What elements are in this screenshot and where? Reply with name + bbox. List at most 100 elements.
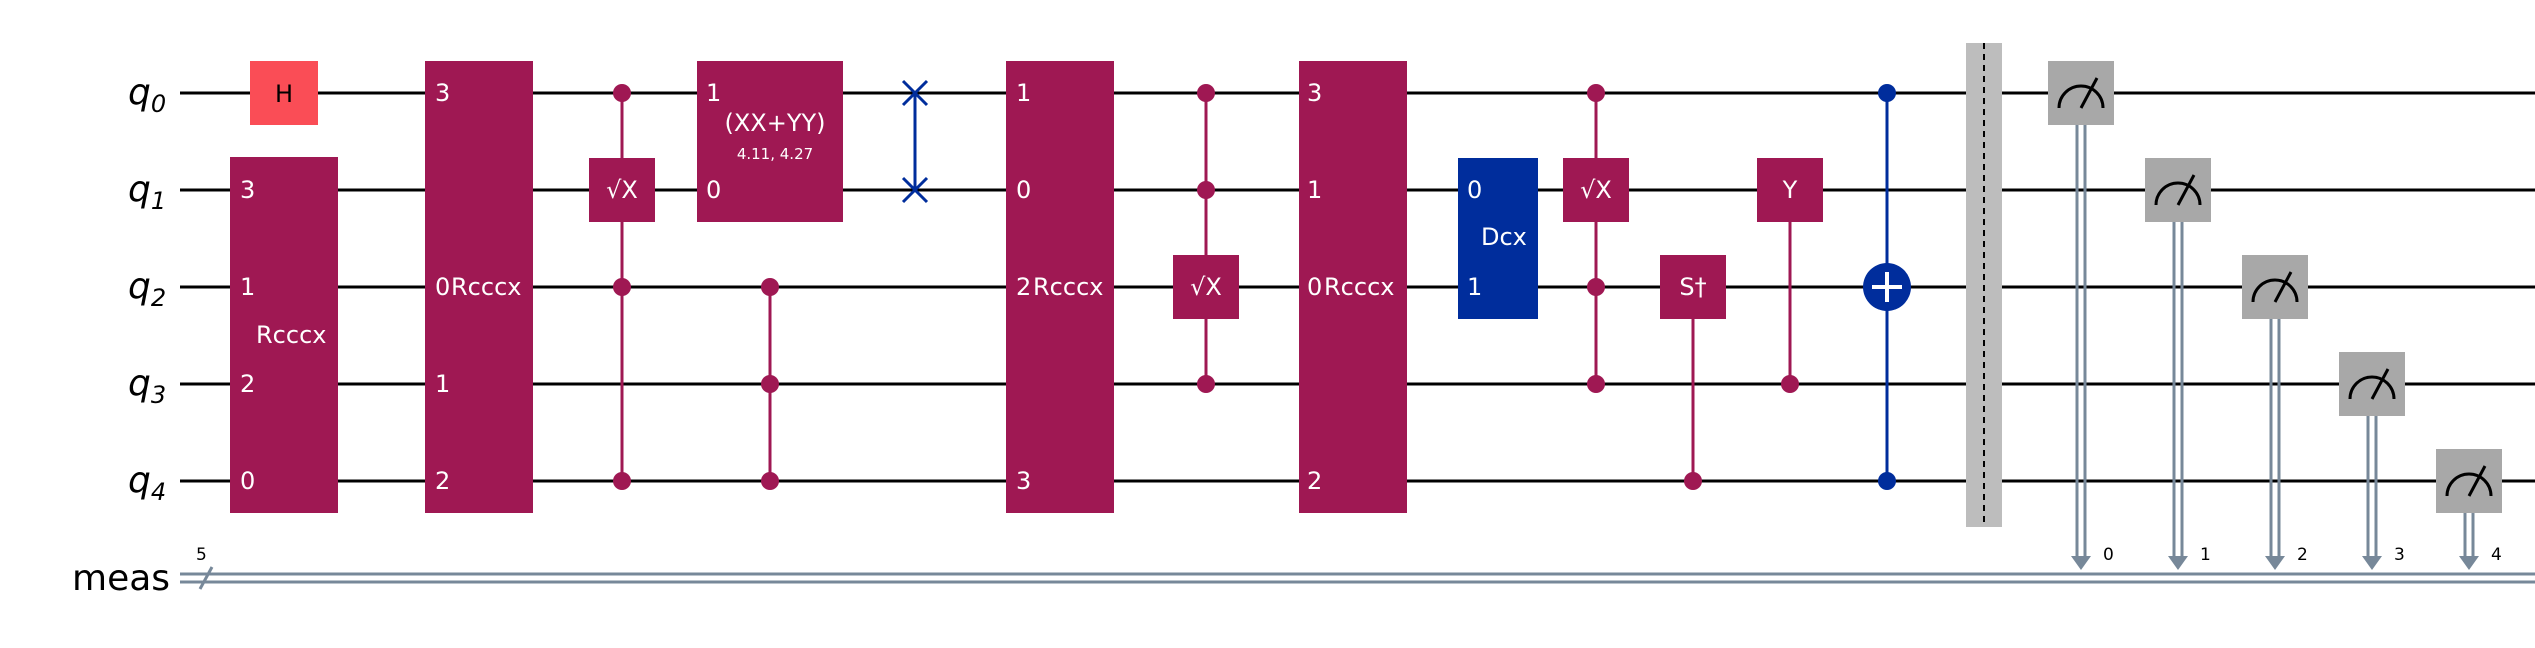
rcccx-gate-1-port-q3: 2 [240,370,255,398]
csx-gate-2[interactable]: √X [1173,84,1239,393]
csx-gate-2-box [1173,255,1239,319]
csx-gate-3-box [1563,158,1629,222]
xx-plus-yy-gate-port-q1: 0 [706,176,721,204]
rcccx-gate-1-port-q2: 1 [240,273,255,301]
gauge-needle [2370,368,2390,400]
cy-gate-box [1757,158,1823,222]
rcccx-gate-3[interactable] [1006,61,1114,513]
cy-gate-control-q3 [1781,375,1799,393]
csx-gate-3[interactable]: √X [1563,84,1629,393]
multi-control-gate-dot-q4 [761,472,779,490]
ccx-gate-control-q4 [1878,472,1896,490]
gauge-needle [2273,271,2293,303]
rcccx-gate-2[interactable] [425,61,533,513]
rcccx-gate-3-label: Rcccx [1033,273,1103,301]
cbit-label-0: 0 [2103,545,2114,565]
rcccx-gate-3-port-q4: 3 [1016,467,1031,495]
rcccx-gate-4[interactable] [1299,61,1407,513]
barrier[interactable] [1966,43,2002,527]
cy-gate-label: Y [1782,176,1798,204]
c-sdg-gate-control-q4 [1684,472,1702,490]
measure-q3-box [2339,352,2405,416]
rcccx-gate-3-port-q1: 0 [1016,176,1031,204]
csx-gate-1-box [589,158,655,222]
gauge-needle [2079,77,2099,109]
measure-q4-arrow [2459,556,2479,570]
cy-gate[interactable]: Y [1757,158,1823,393]
rcccx-gate-1-label: Rcccx [256,321,326,349]
c-sdg-gate-label: S† [1679,273,1706,301]
rcccx-gate-2-label: Rcccx [451,273,521,301]
rcccx-gate-4-port-q1: 1 [1307,176,1322,204]
measure-q0-box [2048,61,2114,125]
measure-q1-arrow [2168,556,2188,570]
rcccx-gate-2-port-q2: 0 [435,273,450,301]
xx-plus-yy-gate-port-q0: 1 [706,79,721,107]
c-sdg-gate-box [1660,255,1726,319]
measure-q2-arrow [2265,556,2285,570]
xx-plus-yy-gate[interactable] [697,61,843,222]
csx-gate-1-label: √X [606,176,638,204]
rcccx-gate-2-port-q3: 1 [435,370,450,398]
cbit-label-2: 2 [2297,545,2308,565]
measure-q0-arrow [2071,556,2091,570]
label-q3: q3 [128,363,166,409]
multi-control-gate-dot-q2 [761,278,779,296]
swap-gate-cross-q0-b [901,79,929,107]
measure-q3[interactable] [2339,352,2405,570]
gauge-needle [2176,174,2196,206]
csx-gate-2-control-q0 [1197,84,1215,102]
csx-gate-1-control-q0 [613,84,631,102]
csx-gate-3-control-q0 [1587,84,1605,102]
csx-gate-2-label: √X [1190,273,1222,301]
rcccx-gate-1-port-q4: 0 [240,467,255,495]
classical-width-slash [198,566,214,590]
gauge-icon [2251,278,2299,303]
ccx-gate[interactable] [1863,84,1911,490]
rcccx-gate-4-port-q2: 0 [1307,273,1322,301]
gauge-icon [2154,181,2202,206]
measure-q3-arrow [2362,556,2382,570]
dcx-gate-label: Dcx [1481,223,1527,251]
rcccx-gate-2-port-q0: 3 [435,79,450,107]
c-sdg-gate[interactable]: S† [1660,255,1726,490]
rcccx-gate-4-port-q4: 2 [1307,467,1322,495]
csx-gate-3-label: √X [1580,176,1612,204]
multi-control-gate-dot-q3 [761,375,779,393]
rcccx-gate-4-label: Rcccx [1324,273,1394,301]
xx-plus-yy-gate-params: 4.11, 4.27 [737,145,813,163]
rcccx-gate-2-port-q4: 2 [435,467,450,495]
csx-gate-1-control-q4 [613,472,631,490]
label-q1: q1 [128,169,166,215]
rcccx-gate-1-port-q1: 3 [240,176,255,204]
csx-gate-1[interactable]: √X [589,84,655,490]
measure-q4[interactable] [2436,449,2502,570]
label-q0: q0 [128,72,166,118]
swap-gate[interactable] [901,79,929,204]
measure-q0[interactable] [2048,61,2114,570]
rcccx-gate-1[interactable] [230,157,338,513]
dcx-gate[interactable] [1458,158,1538,319]
csx-gate-3-control-q3 [1587,375,1605,393]
csx-gate-3-control-q2 [1587,278,1605,296]
swap-gate-cross-q1-b [901,176,929,204]
xx-plus-yy-gate-label: (XX+YY) [724,109,825,137]
rcccx-gate-3-port-q2: 2 [1016,273,1031,301]
gauge-icon [2445,472,2493,497]
cbit-label-1: 1 [2200,545,2211,565]
h-gate[interactable] [250,61,318,125]
classical-register [180,566,2535,590]
classical-width-label: 5 [196,545,207,565]
csx-gate-1-control-q2 [613,278,631,296]
measure-q2[interactable] [2242,255,2308,570]
measure-q1[interactable] [2145,158,2211,570]
measure-q2-box [2242,255,2308,319]
csx-gate-2-control-q1 [1197,181,1215,199]
rcccx-gate-4-port-q0: 3 [1307,79,1322,107]
rcccx-gate-3-port-q0: 1 [1016,79,1031,107]
gauge-icon [2057,84,2105,109]
gauge-needle [2467,465,2487,497]
ccx-gate-control-q0 [1878,84,1896,102]
multi-control-gate[interactable] [761,278,779,490]
